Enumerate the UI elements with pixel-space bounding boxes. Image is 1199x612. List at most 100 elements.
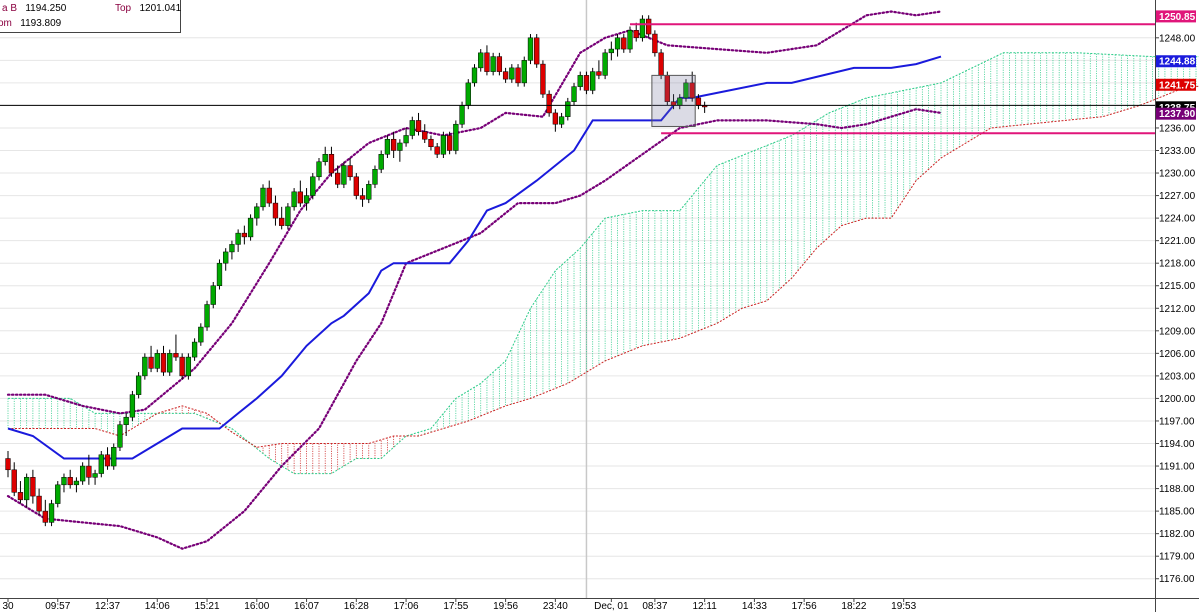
price-tick-label: 1185.00 [1159,507,1195,518]
candle-body [440,135,447,155]
candle [160,345,167,376]
candle-body [129,394,136,418]
candle-body [490,56,496,72]
candle [11,462,17,497]
candle [310,173,316,200]
candle-body [235,232,241,245]
candle [434,142,440,159]
candle-body [422,131,428,140]
price-tick-label: 1188.00 [1159,484,1195,495]
price-tag [1156,10,1196,23]
time-tick-label: 17:06 [394,601,419,612]
candle [285,203,291,230]
candle [639,15,646,42]
candle [558,112,565,128]
candle [415,112,422,136]
candle [36,488,42,515]
candle-body [397,142,403,151]
candle [204,300,210,331]
candle-body [191,341,198,358]
time-tick-label: 17:56 [792,601,817,612]
candle-body [272,202,279,219]
candle [322,146,328,166]
candle-body [621,37,627,50]
legend-value: 1194.250 [25,3,67,14]
candle-body [359,195,366,200]
candle-body [36,495,42,512]
candle-body [316,161,322,178]
candle [42,499,48,527]
time-tick-label: 14:06 [145,601,170,612]
candle [92,469,98,485]
candle [148,345,154,373]
candle-body [415,120,422,132]
candle [359,188,366,207]
candles[interactable] [5,15,708,527]
candle-body [198,326,204,343]
price-tag-label: 1250.85 [1159,12,1196,23]
candle-body [30,477,36,497]
candle [440,131,447,159]
candle-body [596,71,602,76]
candle-body [254,206,260,219]
candle [260,184,266,211]
candle [111,443,117,470]
candle-body [117,424,123,448]
selection-box [651,74,696,127]
candle [73,477,80,493]
candle [198,323,204,346]
candle [621,34,627,53]
candle [366,180,372,204]
kijun-sen-line [7,55,942,460]
candle [627,26,633,53]
candle-body [646,18,652,35]
candle-body [509,67,515,80]
kijun-line [7,55,942,460]
candle [540,60,546,98]
price-tick-label: 1194.00 [1159,439,1195,450]
candle-body [478,52,484,69]
candle [633,22,639,42]
candle [465,79,471,110]
bollinger-lower-line [6,108,943,550]
candle [590,67,596,95]
candle [658,49,664,80]
candle [316,158,322,181]
legend-value: 1193.809 [20,18,62,29]
candle [397,139,403,162]
candle [185,353,192,380]
candle [135,372,142,399]
candle-body [142,356,148,377]
candle-body [266,187,272,204]
senkou-span-b-line [8,85,1199,448]
candle [5,451,11,478]
candle [30,469,36,504]
time-axis[interactable]: 30 09:57 12:37 14:06 15:21 16:00 16:07 16:28 17:… [2,598,917,612]
candle-body [565,101,571,117]
candle-body [79,465,86,482]
price-tag [1156,107,1196,120]
candle-body [279,217,285,226]
time-tick-label: 12:37 [95,601,120,612]
candle-body [627,30,633,50]
candle-body [241,232,248,238]
legend-label: om [0,18,12,29]
candle-body [465,82,471,106]
price-tick-label: 1197.00 [1159,416,1195,427]
candle [17,481,24,504]
candle [403,127,409,147]
candle-body [459,105,465,125]
candle [167,349,173,376]
candle [390,131,397,159]
candle-body [515,67,521,84]
time-tick-label: 18:22 [841,601,866,612]
candle-body [48,503,55,523]
time-tick-label: 19:53 [891,601,916,612]
candle [471,64,478,87]
candle-body [111,447,117,467]
time-tick-label: 17:55 [443,601,468,612]
candle-body [689,82,695,99]
candle-body [98,454,104,474]
price-axis[interactable]: 1176.00 1179.00 1182.00 1185.00 1188.00 1191.… [1155,10,1196,585]
